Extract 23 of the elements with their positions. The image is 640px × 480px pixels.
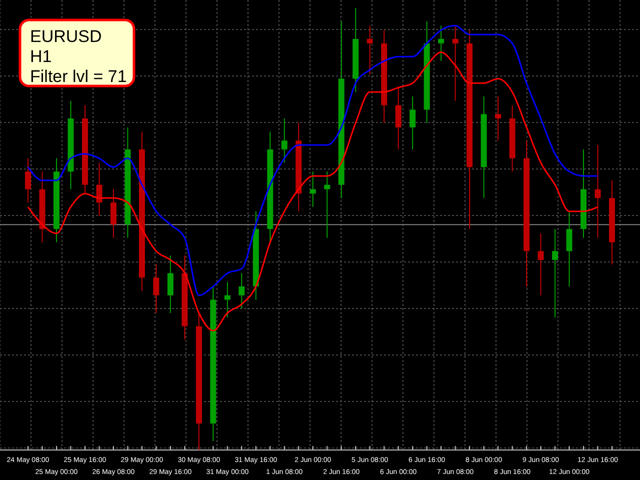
candlestick: [552, 228, 558, 318]
candlestick: [25, 158, 31, 203]
candlestick: [153, 264, 160, 314]
candlestick: [395, 87, 402, 150]
annotation: Filter lvl = 71: [30, 67, 127, 86]
candlestick: [452, 25, 458, 102]
annotation: H1: [30, 47, 52, 66]
candlestick: [310, 171, 316, 208]
candlestick: [96, 162, 102, 216]
candlestick: [538, 232, 544, 296]
candlestick: [110, 188, 116, 238]
candlestick: [281, 118, 288, 164]
candlestick: [238, 272, 245, 310]
candlestick: [167, 255, 174, 314]
candlestick: [410, 96, 416, 150]
candlestick: [594, 144, 601, 238]
candlestick: [495, 96, 502, 142]
candlestick: [224, 282, 230, 318]
annotation: EURUSD: [30, 27, 102, 46]
candlestick: [324, 171, 330, 238]
candlestick: [566, 210, 572, 287]
candlestick: [438, 25, 444, 62]
candlestick: [366, 25, 373, 75]
